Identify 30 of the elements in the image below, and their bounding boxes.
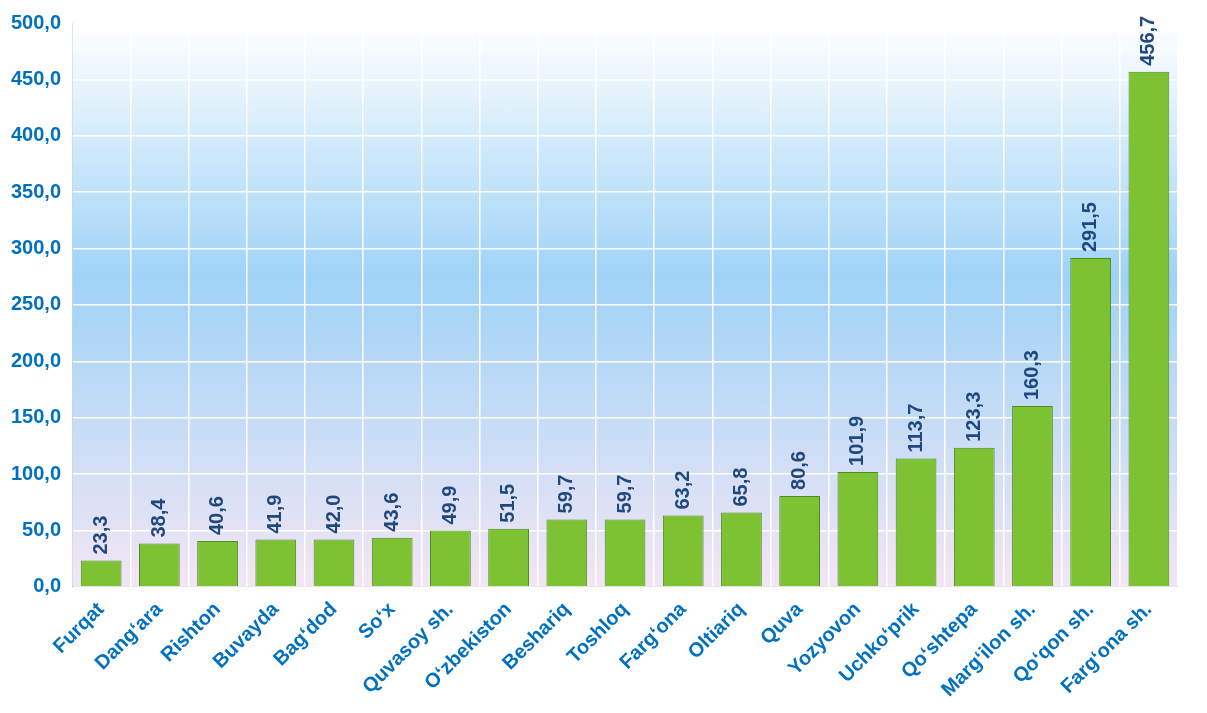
data-label: 49,9 <box>437 485 460 525</box>
data-label: 101,9 <box>845 415 868 466</box>
data-label: 43,6 <box>379 492 402 532</box>
data-label: 113,7 <box>903 403 926 453</box>
data-label: 291,5 <box>1078 202 1101 253</box>
data-label: 123,3 <box>961 391 984 442</box>
y-tick-label: 300,0 <box>10 236 62 259</box>
data-label: 59,7 <box>612 474 635 514</box>
data-label: 42,0 <box>321 494 344 534</box>
y-tick-label: 450,0 <box>10 66 62 89</box>
data-label: 63,2 <box>670 470 693 510</box>
data-label: 59,7 <box>554 474 577 514</box>
y-tick-label: 50,0 <box>22 517 62 540</box>
data-label: 23,3 <box>88 515 111 555</box>
data-label: 38,4 <box>146 497 169 538</box>
y-tick-label: 350,0 <box>10 179 62 202</box>
data-label: 80,6 <box>787 450 810 490</box>
data-label: 41,9 <box>263 494 286 534</box>
y-tick-label: 200,0 <box>10 348 62 371</box>
data-label: 65,8 <box>728 467 751 507</box>
data-label: 40,6 <box>205 496 228 536</box>
y-tick-label: 150,0 <box>10 405 62 428</box>
data-label: 51,5 <box>496 483 519 523</box>
y-tick-label: 0,0 <box>33 574 62 597</box>
y-tick-label: 500,0 <box>10 10 62 33</box>
y-tick-label: 100,0 <box>10 461 62 484</box>
data-label: 160,3 <box>1020 349 1042 401</box>
y-tick-label: 250,0 <box>10 292 62 315</box>
data-label: 456,7 <box>1136 15 1159 66</box>
y-tick-label: 400,0 <box>10 123 62 146</box>
